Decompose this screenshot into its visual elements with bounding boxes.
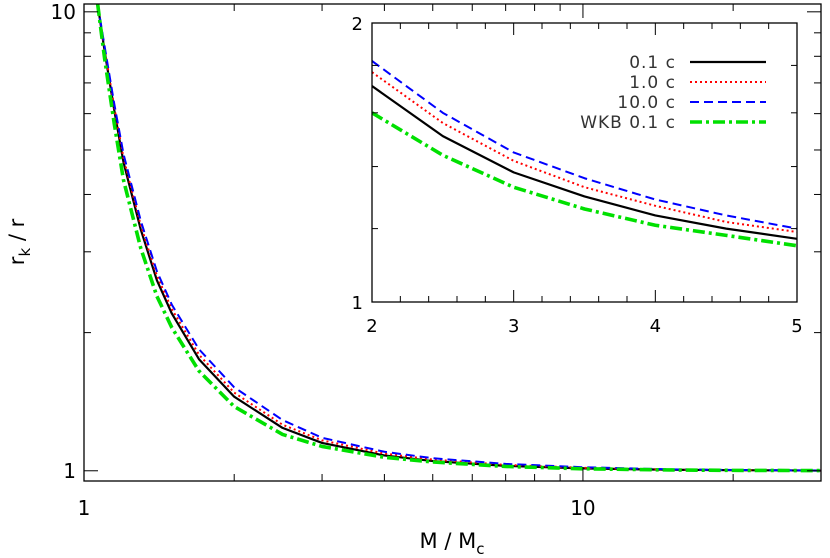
main-series-line-3	[95, 4, 821, 473]
main-series-line-2	[96, 4, 821, 472]
inset-x-tick-label: 3	[508, 316, 519, 337]
legend-label-3: WKB 0.1 c	[580, 113, 676, 133]
main-frame	[83, 3, 822, 482]
inset-series-line-0	[372, 85, 797, 240]
main-x-axis-label: M / Mc	[420, 529, 485, 554]
legend-label-0: 0.1 c	[629, 53, 676, 73]
main-curves	[95, 4, 821, 473]
main-x-tick-label: 1	[78, 496, 91, 520]
inset-x-tick-label: 5	[791, 316, 802, 337]
legend-label-1: 1.0 c	[629, 73, 676, 93]
inset-x-tick-label: 2	[366, 316, 377, 337]
inset-background	[372, 23, 797, 302]
inset-frame	[371, 22, 798, 303]
main-y-axis-label: rk / r	[5, 218, 34, 265]
main-y-tick-label: 10	[51, 0, 76, 24]
inset-series-line-3	[372, 111, 797, 248]
inset-curves	[372, 60, 797, 248]
main-plot: 1 10 1 10 M / Mc rk / r	[5, 0, 822, 558]
legend-label-2: 10.0 c	[617, 93, 676, 113]
main-tick-labels: 1 10 1 10	[51, 0, 596, 520]
main-x-tick-label: 10	[570, 496, 595, 520]
inset-y-tick-label: 1	[352, 293, 363, 314]
inset-tick-labels: 2 3 4 512	[352, 14, 803, 337]
main-y-tick-label: 1	[63, 459, 76, 483]
inset-ticks	[371, 22, 798, 303]
inset-y-tick-label: 2	[352, 14, 363, 35]
inset-series-line-2	[372, 60, 797, 230]
main-ticks	[83, 4, 822, 481]
inset-x-tick-label: 4	[650, 316, 661, 337]
